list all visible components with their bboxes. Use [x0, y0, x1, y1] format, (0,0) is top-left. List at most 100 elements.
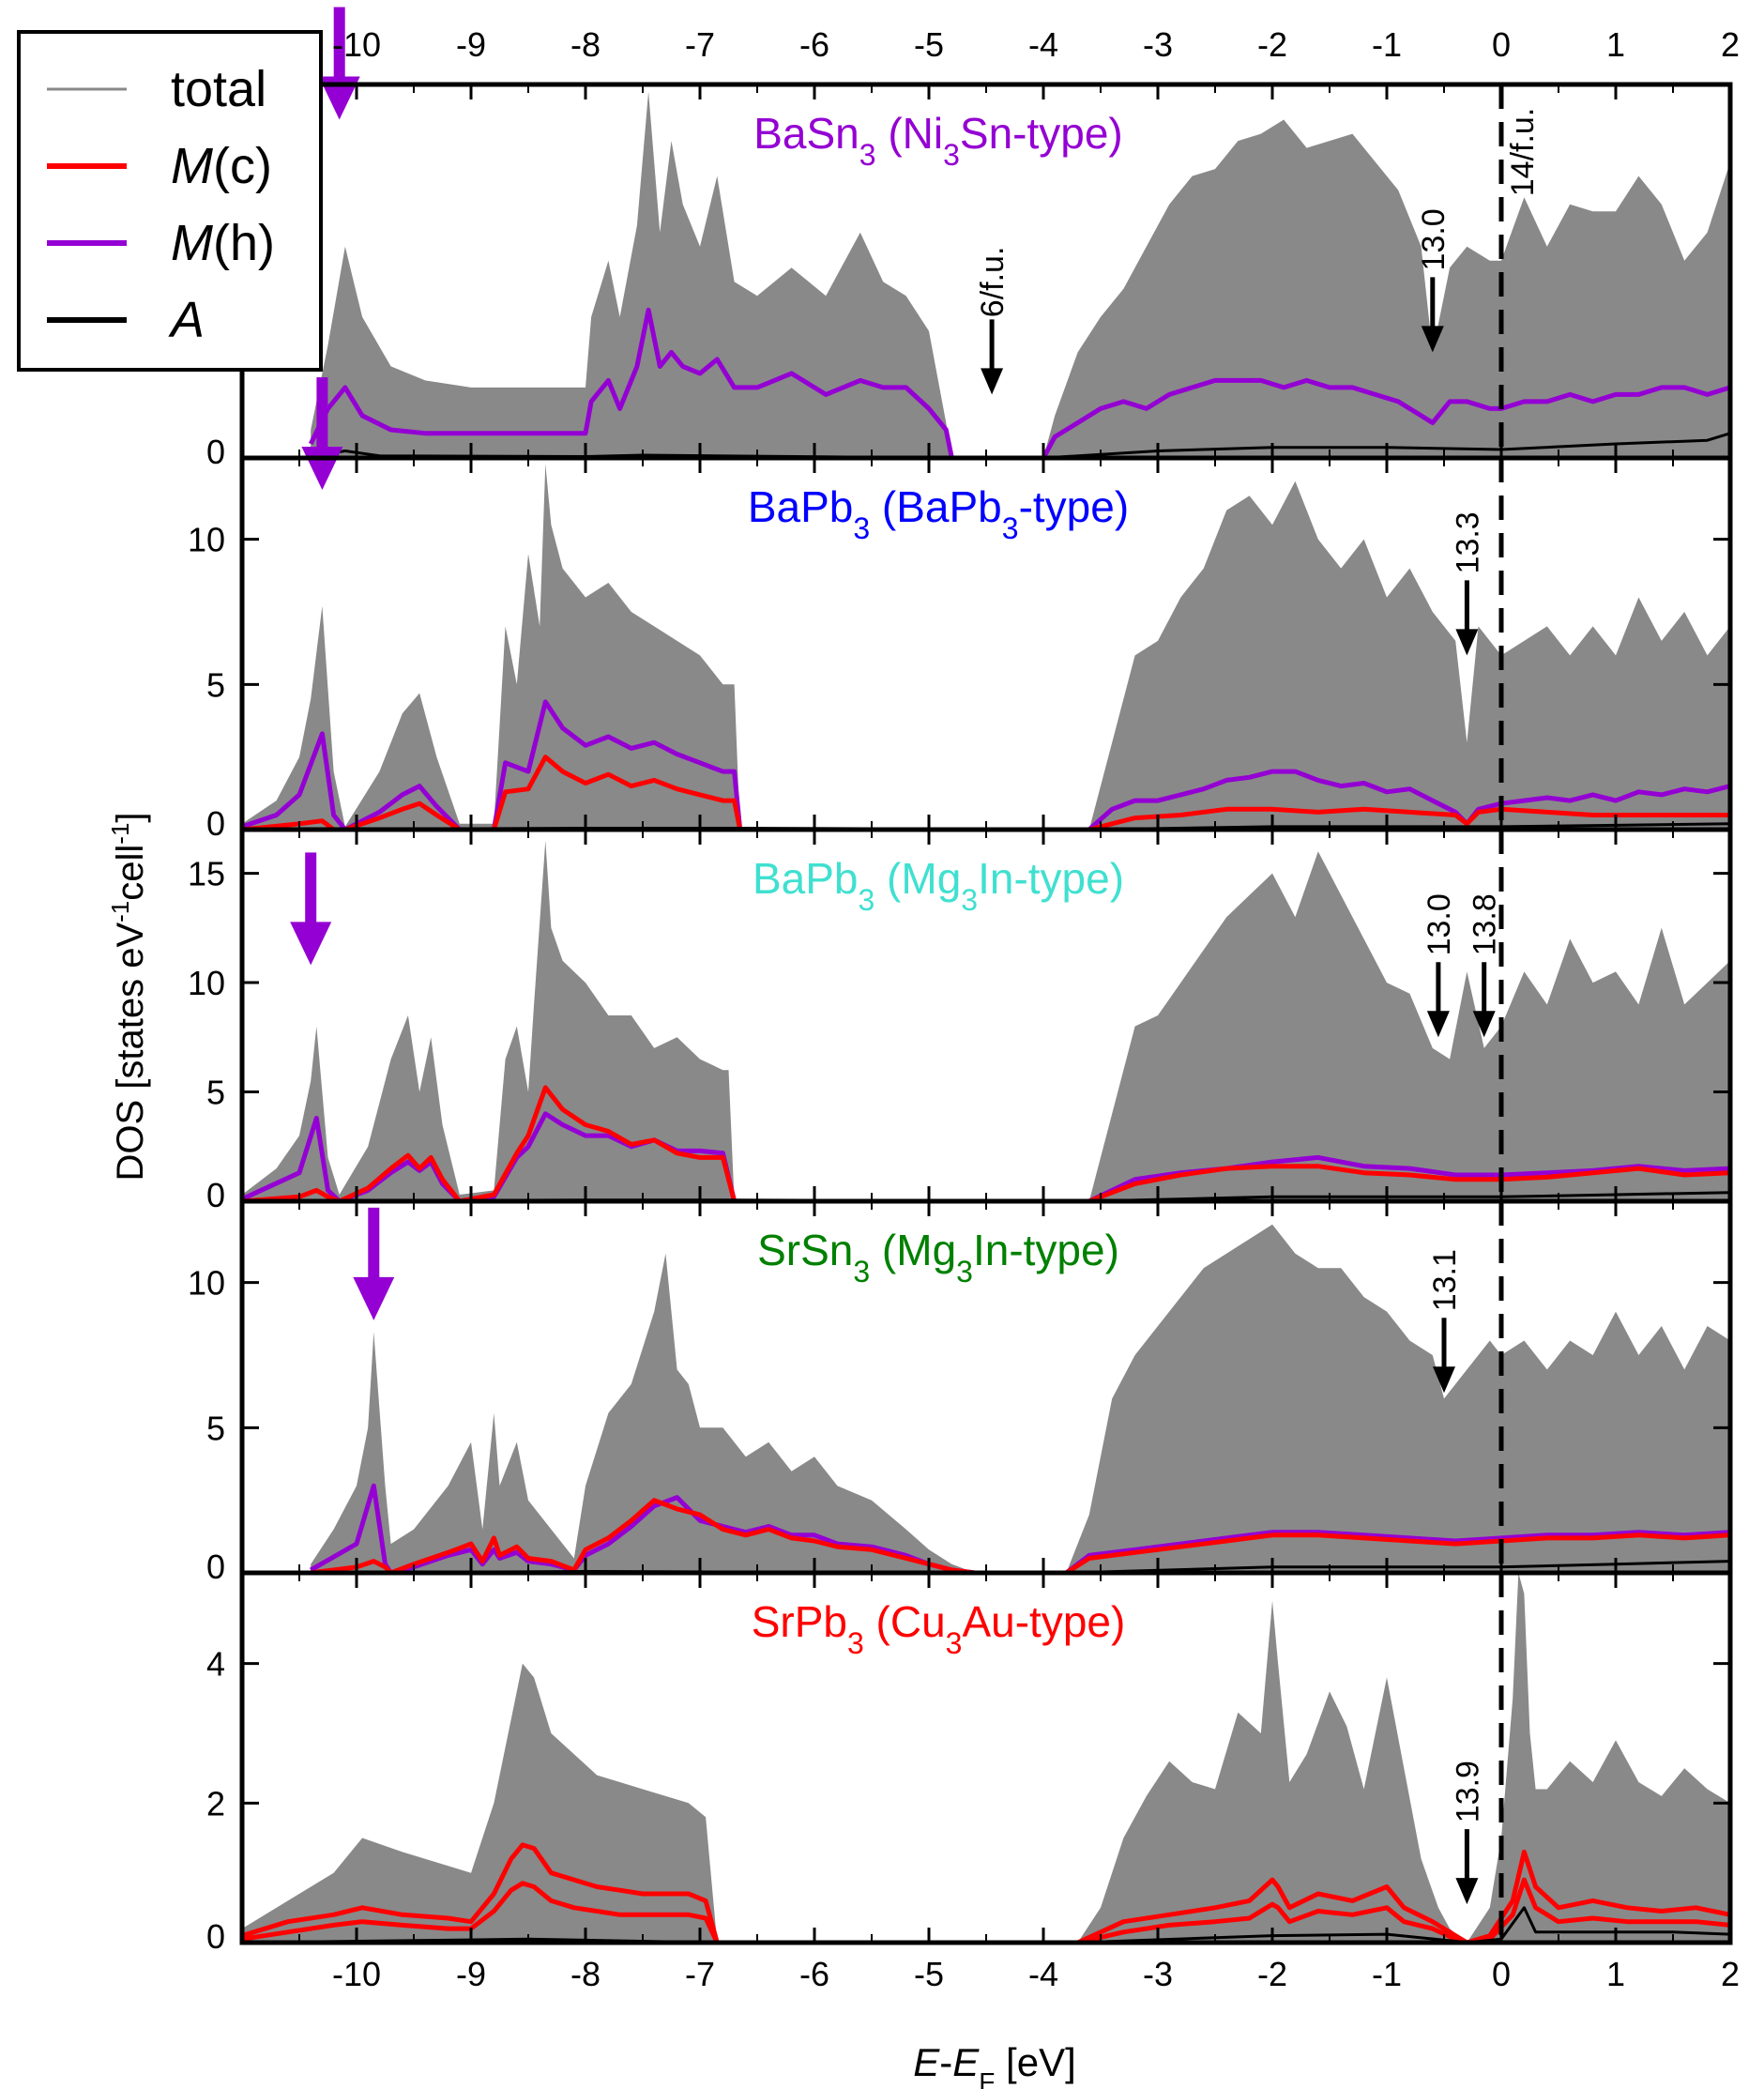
- panel-title-title-sub: 3: [853, 1255, 870, 1288]
- panel-title: SrPb3 (Cu3Au-type): [752, 1597, 1126, 1660]
- panel-title-title-main: BaSn: [753, 109, 859, 158]
- top-x-tick-label: -7: [685, 25, 715, 64]
- total-dos-area: [311, 1224, 1730, 1573]
- y-tick-label: 5: [206, 1074, 225, 1112]
- ylabel-sup2: -1: [106, 823, 134, 845]
- y-tick-label: 5: [206, 665, 225, 704]
- ylabel-sup1: -1: [106, 901, 134, 923]
- bottom-x-axis: -10 -9 -8 -7 -6 -5 -4 -3 -2 -1 0 1 2: [332, 1955, 1740, 1993]
- electron-count-label: 13.0: [1416, 208, 1452, 270]
- panel-1: 6/f.u.13.014/f.u.BaSn3 (Ni3Sn-type)0: [206, 7, 1733, 471]
- top-x-tick-label: -2: [1257, 25, 1287, 64]
- purple-arrow-head: [353, 1276, 395, 1320]
- top-x-tick-label: 1: [1606, 25, 1625, 64]
- purple-arrow-shaft: [316, 377, 328, 451]
- panel-title-title-rest: (Mg: [870, 1226, 956, 1274]
- legend-label-italic: M: [171, 215, 213, 271]
- x-axis-label: E-EF [eV]: [913, 2040, 1076, 2089]
- bottom-x-tick-label: 0: [1492, 1955, 1511, 1993]
- top-x-tick-label: -9: [456, 25, 486, 64]
- y-tick-label: 15: [188, 855, 225, 893]
- mh-dos-line: [308, 307, 1730, 458]
- panel-title-title-sub: 3: [859, 138, 876, 172]
- y-tick-label: 10: [188, 964, 225, 1002]
- legend-label-rest: (h): [213, 215, 275, 271]
- black-arrow-head: [1455, 1878, 1479, 1905]
- legend-label: A: [168, 292, 205, 348]
- panel-title-title-main: SrSn: [757, 1226, 853, 1274]
- y-tick-label: 0: [206, 804, 225, 843]
- y-tick-label: 0: [206, 1176, 225, 1214]
- panel-title-title-tail: Au-type): [962, 1597, 1125, 1646]
- panel-title: BaPb3 (BaPb3-type): [748, 482, 1129, 545]
- panel-title-title-main: BaPb: [748, 482, 854, 531]
- purple-arrow-shaft: [305, 852, 317, 926]
- electron-count-label: 13.1: [1427, 1249, 1463, 1311]
- black-arrow-head: [1455, 629, 1479, 656]
- legend-label: M(h): [171, 215, 275, 271]
- y-tick-label: 10: [188, 1264, 225, 1303]
- top-x-tick-label: -4: [1028, 25, 1058, 64]
- top-x-tick-label: -8: [570, 25, 601, 64]
- panel-title-title-sub: 3: [847, 1626, 864, 1660]
- panel-title-title-tail: In-type): [978, 854, 1124, 903]
- y-tick-label: 0: [206, 1917, 225, 1956]
- black-arrow-head: [1433, 1366, 1455, 1394]
- top-x-tick-label: -6: [799, 25, 829, 64]
- panel-title: BaPb3 (Mg3In-type): [753, 854, 1124, 917]
- top-x-tick-label: -3: [1143, 25, 1173, 64]
- mc-dos-line: [242, 755, 1730, 830]
- mc-dos-line: [310, 1498, 1730, 1573]
- bottom-x-tick-label: -10: [332, 1955, 381, 1993]
- total-dos-area: [242, 840, 1730, 1201]
- legend-label-rest: (c): [213, 138, 272, 194]
- panel-title-title-main: BaPb: [753, 854, 859, 903]
- black-arrow-head: [981, 368, 1004, 395]
- panel-title-title-sub2: 3: [946, 1626, 963, 1660]
- y-tick-label: 0: [206, 1548, 225, 1586]
- purple-arrow-shaft: [368, 1207, 380, 1281]
- panel-data-4: [309, 1224, 1730, 1573]
- bottom-x-tick-label: -6: [799, 1955, 829, 1993]
- purple-arrow-head: [290, 922, 332, 966]
- black-arrow-head: [1421, 326, 1444, 353]
- panel-title-title-sub2: 3: [1002, 511, 1019, 545]
- panel-title-title-tail: Sn-type): [960, 109, 1123, 158]
- legend-label: M(c): [171, 138, 272, 194]
- mh-dos-line: [242, 699, 1730, 830]
- panel-title-title-tail: -type): [1019, 482, 1130, 531]
- xlabel-e: E: [913, 2040, 940, 2084]
- xlabel-ef: E: [952, 2040, 980, 2084]
- electron-count-label: 13.3: [1450, 511, 1485, 573]
- y-tick-label: 10: [188, 521, 225, 559]
- bottom-x-tick-label: -3: [1143, 1955, 1173, 1993]
- panel-title-title-tail: In-type): [973, 1226, 1119, 1274]
- panel-title-title-sub: 3: [853, 511, 870, 545]
- mc-dos-line: [242, 1085, 1730, 1201]
- mc-dos-line: [242, 1842, 1730, 1943]
- y-tick-label: 0: [206, 433, 225, 471]
- black-arrow-head: [1426, 1011, 1450, 1038]
- panel-data-2: [242, 464, 1730, 830]
- bottom-x-tick-label: -1: [1372, 1955, 1402, 1993]
- top-x-tick-label: -10: [332, 25, 381, 64]
- legend-label-italic: M: [171, 138, 213, 194]
- bottom-x-tick-label: -7: [685, 1955, 715, 1993]
- y-tick-label: 5: [206, 1409, 225, 1447]
- panel-title: BaSn3 (Ni3Sn-type): [753, 109, 1123, 172]
- bottom-x-tick-label: -8: [570, 1955, 601, 1993]
- panel-title-title-sub2: 3: [956, 1255, 973, 1288]
- bottom-x-tick-label: 2: [1721, 1955, 1740, 1993]
- xlabel-dash: -: [939, 2040, 952, 2084]
- electron-count-label: 6/f.u.: [975, 247, 1011, 318]
- top-x-tick-label: 2: [1721, 25, 1740, 64]
- panel-title-title-rest: (BaPb: [870, 482, 1002, 531]
- ylabel-part2: cell: [110, 845, 151, 901]
- total-dos-area: [311, 91, 1730, 458]
- panel-title-title-rest: (Ni: [876, 109, 944, 158]
- top-x-tick-label: 0: [1492, 25, 1511, 64]
